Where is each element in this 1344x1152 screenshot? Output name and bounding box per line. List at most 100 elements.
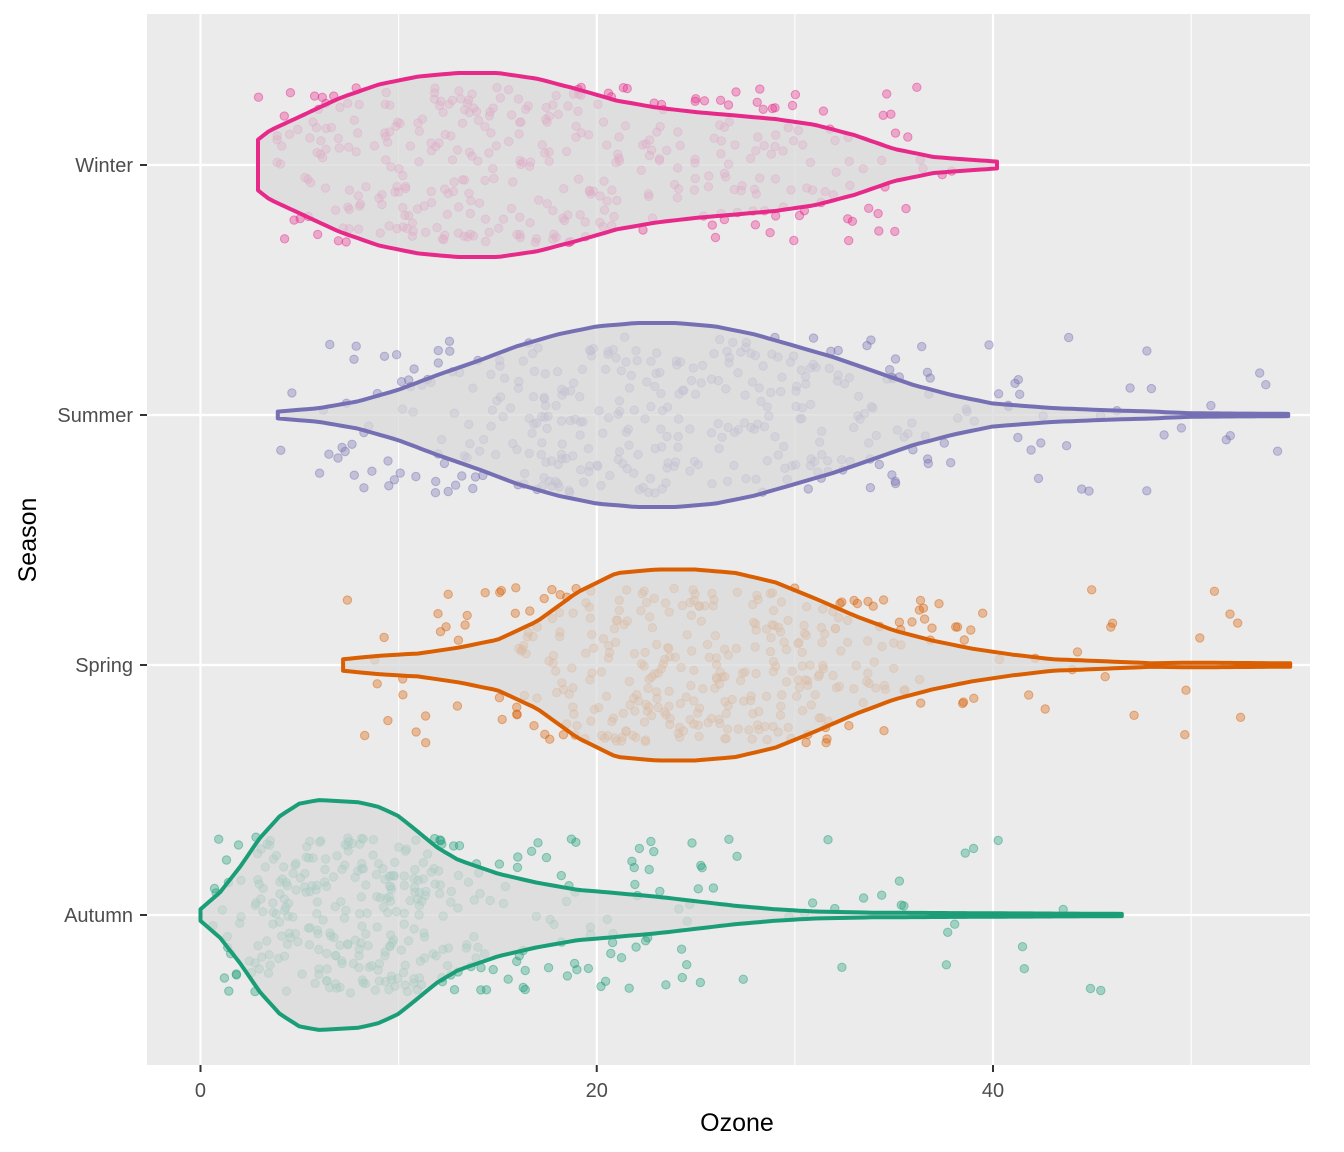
data-point — [1013, 375, 1023, 385]
violin-winter — [256, 71, 999, 259]
data-point — [794, 210, 805, 221]
data-point — [644, 864, 654, 875]
data-point — [951, 622, 961, 632]
data-point — [379, 351, 390, 361]
data-point — [314, 468, 325, 478]
data-point — [443, 589, 453, 599]
data-point — [691, 94, 701, 104]
data-point — [209, 883, 220, 894]
data-point — [497, 714, 507, 725]
data-point — [324, 449, 334, 459]
data-point — [1159, 430, 1169, 440]
violin-spring — [341, 567, 1293, 763]
data-point — [431, 476, 441, 487]
data-point — [868, 601, 878, 611]
data-point — [396, 377, 407, 387]
data-point — [1033, 473, 1044, 484]
data-point — [1064, 332, 1074, 343]
data-point — [349, 354, 359, 364]
data-point — [649, 846, 659, 857]
data-point — [562, 971, 573, 981]
data-point — [529, 721, 539, 731]
data-point — [221, 855, 232, 865]
data-point — [844, 721, 854, 731]
data-point — [367, 466, 377, 476]
data-point — [790, 89, 801, 100]
data-point — [279, 111, 289, 121]
data-point — [1209, 586, 1220, 596]
data-point — [752, 97, 762, 108]
data-point — [287, 388, 297, 398]
data-point — [1106, 622, 1116, 632]
data-point — [541, 852, 552, 863]
data-point — [677, 972, 687, 983]
data-point — [480, 588, 490, 598]
data-point — [627, 856, 637, 866]
data-point — [359, 483, 369, 493]
x-axis-title: Ozone — [700, 1109, 774, 1137]
data-point — [512, 709, 522, 719]
x-tick-label: 40 — [982, 1080, 1004, 1102]
data-point — [874, 459, 884, 470]
data-point — [1024, 690, 1034, 700]
data-point — [543, 963, 554, 973]
data-point — [539, 593, 549, 604]
data-point — [864, 203, 874, 214]
data-point — [844, 235, 854, 246]
data-point — [512, 710, 522, 720]
data-point — [943, 927, 953, 937]
data-point — [389, 475, 400, 485]
data-point — [863, 596, 873, 607]
data-point — [1061, 441, 1072, 451]
data-point — [887, 470, 897, 480]
data-point — [510, 608, 520, 618]
data-point — [606, 948, 616, 959]
data-point — [852, 598, 863, 609]
data-point — [494, 693, 505, 703]
data-point — [525, 606, 535, 616]
data-point — [890, 128, 901, 138]
data-point — [317, 92, 327, 103]
data-point — [1146, 383, 1157, 394]
data-point — [1225, 431, 1236, 441]
data-point — [787, 100, 798, 111]
data-point — [1261, 380, 1271, 390]
data-point — [1085, 983, 1096, 994]
data-point — [903, 132, 913, 142]
data-point — [449, 985, 460, 995]
data-point — [450, 480, 461, 490]
data-point — [818, 106, 829, 116]
data-point — [1255, 368, 1265, 378]
data-point — [333, 236, 344, 246]
data-point — [968, 843, 979, 854]
data-point — [233, 840, 244, 850]
data-point — [384, 481, 394, 491]
data-point — [325, 339, 335, 350]
data-point — [1100, 672, 1110, 682]
data-point — [420, 711, 431, 721]
data-point — [444, 336, 455, 346]
data-point — [430, 488, 441, 498]
data-point — [566, 834, 577, 844]
data-point — [520, 965, 530, 976]
data-point — [960, 848, 970, 858]
data-point — [849, 595, 859, 606]
data-point — [333, 453, 343, 463]
data-point — [337, 442, 347, 453]
data-point — [520, 984, 530, 995]
data-point — [624, 983, 634, 993]
data-point — [807, 898, 818, 908]
data-point — [934, 599, 944, 609]
data-point — [767, 103, 778, 114]
data-point — [481, 985, 492, 995]
data-point — [430, 833, 440, 844]
data-point — [1235, 712, 1246, 722]
data-point — [460, 620, 470, 630]
data-point — [231, 970, 242, 980]
data-point — [572, 965, 582, 975]
data-point — [511, 583, 521, 593]
data-point — [847, 216, 858, 227]
data-point — [837, 962, 847, 972]
data-point — [342, 595, 353, 605]
data-point — [894, 876, 905, 886]
